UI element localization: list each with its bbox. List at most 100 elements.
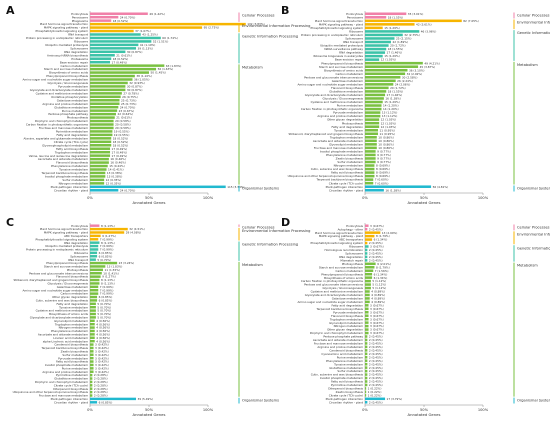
category-label: Protein processing in endoplasmic reticu… [26,36,88,40]
category-label: Fructose and mannose metabolism [39,394,88,398]
panel-a: A Endocytosis 49 (1.42%) Peroxisome 24 (0.70… [6,4,310,205]
category-label: Carbon fixation in photosynthetic organi… [26,123,89,127]
data-label: 32 (4.51%) [129,227,145,231]
category-label: Carbon fixation in photosynthetic organi… [301,279,364,283]
data-label: 23 (3.24%) [119,261,135,265]
category-label: Ubiquitin mediated proteolysis [45,43,88,47]
category-label: Phenylalanine metabolism [51,164,88,168]
bar [90,137,112,140]
bar [365,97,384,100]
data-label: 2 (0.45%) [369,376,383,380]
category-label: Fatty acid biosynthesis [331,171,363,175]
category-label: Amino sugar and nucleotide sugar metabol… [298,300,364,304]
data-label: 32 (0.93%) [129,81,145,85]
bar [90,36,161,40]
bar [365,171,375,174]
category-label: mRNA surveillance pathway [324,47,364,51]
category-label: Carotenoid biosynthesis [329,348,363,352]
data-label: 2 (0.45%) [369,252,383,256]
data-label: 10 (0.86%) [378,142,394,146]
bar [90,272,102,275]
category-label: Ribosome [349,245,363,249]
category-label: Other glycan degradation [327,328,363,332]
category-label: Terpenoid backbone biosynthesis [316,307,364,311]
bar [365,26,383,30]
data-label: 12 (0.35%) [106,181,122,185]
data-label: 6 (0.85%) [99,295,113,299]
bar [365,139,377,143]
bar [365,324,369,328]
category-label: Glycolysis / Gluconeogenesis [47,81,88,85]
data-label: 10 (0.86%) [378,146,394,150]
data-label: 7 (1.56%) [375,269,389,273]
data-label: 2 (0.28%) [94,383,108,387]
data-label: 16 (0.46%) [110,157,126,161]
data-label: 6 (1.34%) [374,272,388,276]
data-label: 30 (0.87%) [127,85,143,89]
bar [365,276,373,279]
bar [90,319,95,323]
x-tick-label: 100% [203,408,214,412]
category-label: Stilbenoid, diarylheptanoid and gingerol… [289,132,364,136]
data-label: 18 (0.52%) [113,143,129,147]
category-label: Fatty acid biosynthesis [56,360,88,364]
category-label: Citrate cycle (TCA cycle) [329,393,363,397]
data-label: 12 (1.03%) [381,58,397,62]
bar [365,118,380,121]
bar [365,72,406,76]
category-label: Plant hormone signal transduction [315,231,363,235]
category-label: RNA degradation [339,51,363,55]
bar [365,290,370,293]
data-label: 8 (1.79%) [376,234,390,238]
bar [90,157,109,161]
bar [365,16,387,19]
data-label: 46 (3.96%) [421,30,437,34]
category-label: Tryptophan metabolism [54,322,88,326]
bar [90,175,106,178]
category-label: Terpenoid backbone biosynthesis [316,178,364,182]
data-label: 2 (0.45%) [369,383,383,387]
bar [365,331,369,335]
bar [365,297,370,300]
data-label: 21 (0.61%) [116,116,132,120]
group-label: Organismal Systems [517,399,550,403]
category-label: Galactose metabolism [332,297,364,301]
bar [365,307,369,311]
category-label: Nitrogen metabolism [59,181,89,185]
data-label: 13 (1.12%) [382,114,398,118]
category-label: Phenylpropanoid biosynthesis [46,261,88,265]
category-label: Inositol phosphate metabolism [320,376,363,380]
bar [90,85,126,88]
category-label: Circadian rhythm - plant [54,400,89,404]
data-label: 2 (0.45%) [369,241,383,245]
category-label: Carbon fixation in photosynthetic organi… [301,107,364,111]
data-label: 23 (0.67%) [119,109,135,113]
panel-label: D [281,216,290,229]
bar [365,338,368,342]
bar [90,60,111,64]
bar [90,397,137,401]
x-tick-label: 50% [420,408,429,412]
category-label: Citrate cycle (TCA cycle) [329,181,363,185]
data-label: 8 (1.13%) [101,241,115,245]
data-label: 8 (0.69%) [376,164,390,168]
data-label: 3 (0.67%) [370,310,384,314]
category-label: Glutathione metabolism [54,105,88,109]
bar [365,40,391,44]
category-label: Purine metabolism [62,109,88,113]
data-label: 6 (0.85%) [99,251,113,255]
bar [365,167,375,171]
data-label: 4 (0.89%) [371,290,385,294]
data-label: 20 (0.58%) [115,123,131,127]
bar [90,150,111,154]
category-label: RNA transport [68,33,89,37]
bar [365,79,396,83]
category-label: Circadian rhythm - plant [329,188,364,192]
bar [365,394,367,397]
data-label: 63 (1.83%) [166,64,182,68]
category-label: Carbon metabolism [61,64,89,68]
category-label: Circadian rhythm - plant [54,188,89,192]
category-label: Glyoxylate and dicarboxylate metabolism [305,93,363,97]
bar [90,353,94,356]
